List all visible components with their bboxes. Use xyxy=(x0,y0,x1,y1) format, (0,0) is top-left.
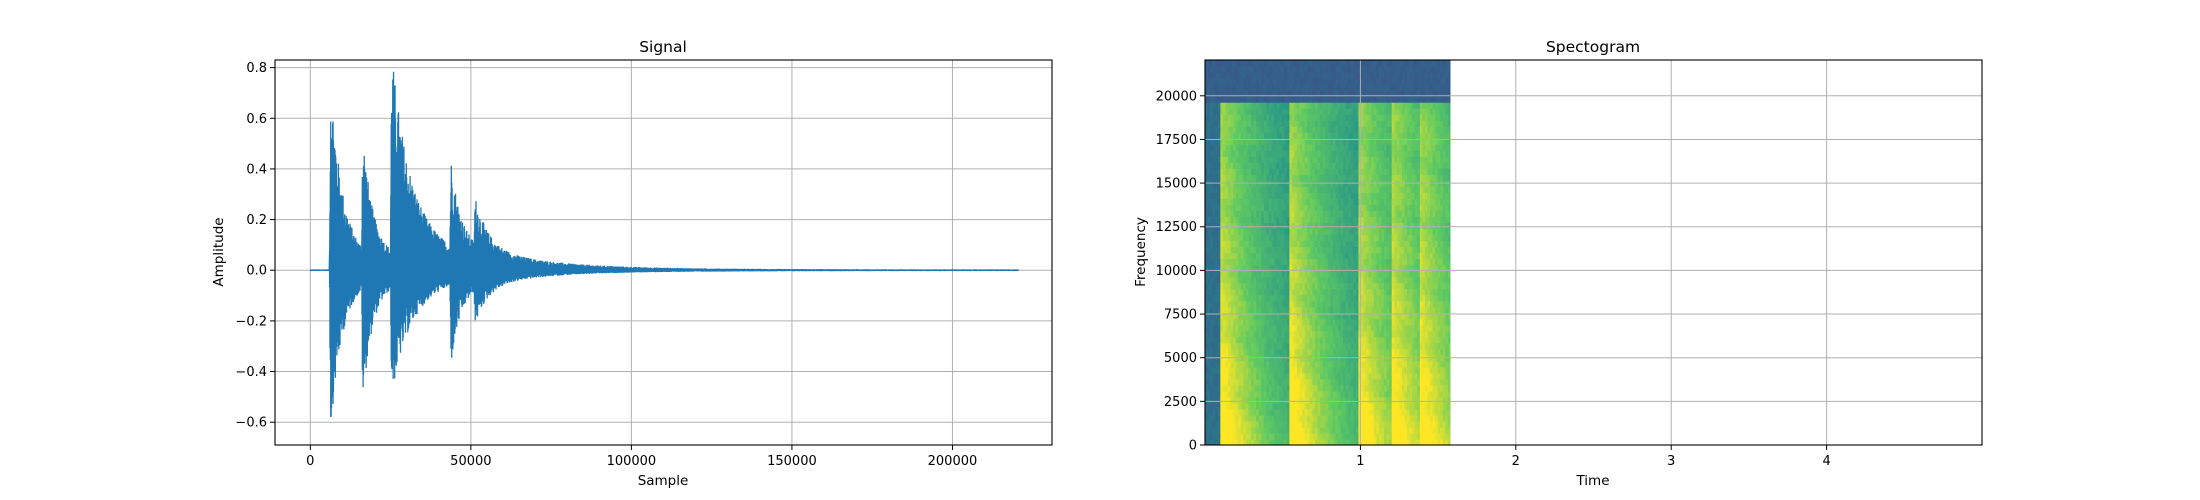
spectrogram-image xyxy=(1205,60,1451,445)
signal-ytick-label: 0.8 xyxy=(246,61,267,76)
signal-ylabel: Amplitude xyxy=(211,217,227,286)
spectrogram-ytick-label: 2500 xyxy=(1164,395,1197,410)
signal-xtick-label: 200000 xyxy=(928,454,978,469)
signal-xtick-label: 100000 xyxy=(607,454,657,469)
signal-ytick-label: 0.4 xyxy=(246,162,267,177)
signal-title: Signal xyxy=(639,38,687,56)
signal-line xyxy=(309,71,1019,417)
spectrogram-ytick-label: 12500 xyxy=(1156,220,1197,235)
signal-ticks: 0 50000 100000 150000 200000 −0.6 −0.4 −0.2 0.0 0… xyxy=(235,61,977,469)
spectrogram-ytick-label: 10000 xyxy=(1156,264,1197,279)
spectrogram-ytick-label: 20000 xyxy=(1156,89,1197,104)
signal-xtick-label: 150000 xyxy=(767,454,817,469)
spectrogram-xtick-label: 2 xyxy=(1512,454,1520,469)
signal-xtick-label: 0 xyxy=(306,454,314,469)
spectrogram-title: Spectogram xyxy=(1546,38,1640,56)
signal-ytick-label: −0.2 xyxy=(235,314,267,329)
signal-xlabel: Sample xyxy=(638,473,689,489)
signal-chart: 0 50000 100000 150000 200000 −0.6 −0.4 −0.2 0.0 0… xyxy=(211,38,1053,489)
signal-plot-frame xyxy=(274,59,1053,446)
signal-ytick-label: 0.2 xyxy=(246,213,267,228)
spectrogram-ylabel: Frequency xyxy=(1133,217,1149,287)
spectrogram-xtick-label: 4 xyxy=(1822,454,1830,469)
spectrogram-chart: 1 2 3 4 0 2500 5000 7500 10000 12500 15000 17500 200… xyxy=(1133,38,1983,489)
spectrogram-xtick-label: 1 xyxy=(1356,454,1364,469)
signal-ytick-label: −0.4 xyxy=(235,365,267,380)
spectrogram-ytick-label: 15000 xyxy=(1156,177,1197,192)
signal-ytick-label: 0.0 xyxy=(246,264,267,279)
spectrogram-plot-frame xyxy=(1204,59,1983,446)
spectrogram-ytick-label: 7500 xyxy=(1164,308,1197,323)
spectrogram-xlabel: Time xyxy=(1575,473,1609,489)
spectrogram-ticks: 1 2 3 4 0 2500 5000 7500 10000 12500 15000 17500 200… xyxy=(1156,89,1831,469)
spectrogram-xtick-label: 3 xyxy=(1667,454,1675,469)
spectrogram-ytick-label: 0 xyxy=(1189,439,1197,454)
signal-ytick-label: −0.6 xyxy=(235,416,267,431)
spectrogram-ytick-label: 5000 xyxy=(1164,351,1197,366)
signal-ytick-label: 0.6 xyxy=(246,112,267,127)
spectrogram-ytick-label: 17500 xyxy=(1156,133,1197,148)
signal-xtick-label: 50000 xyxy=(450,454,491,469)
